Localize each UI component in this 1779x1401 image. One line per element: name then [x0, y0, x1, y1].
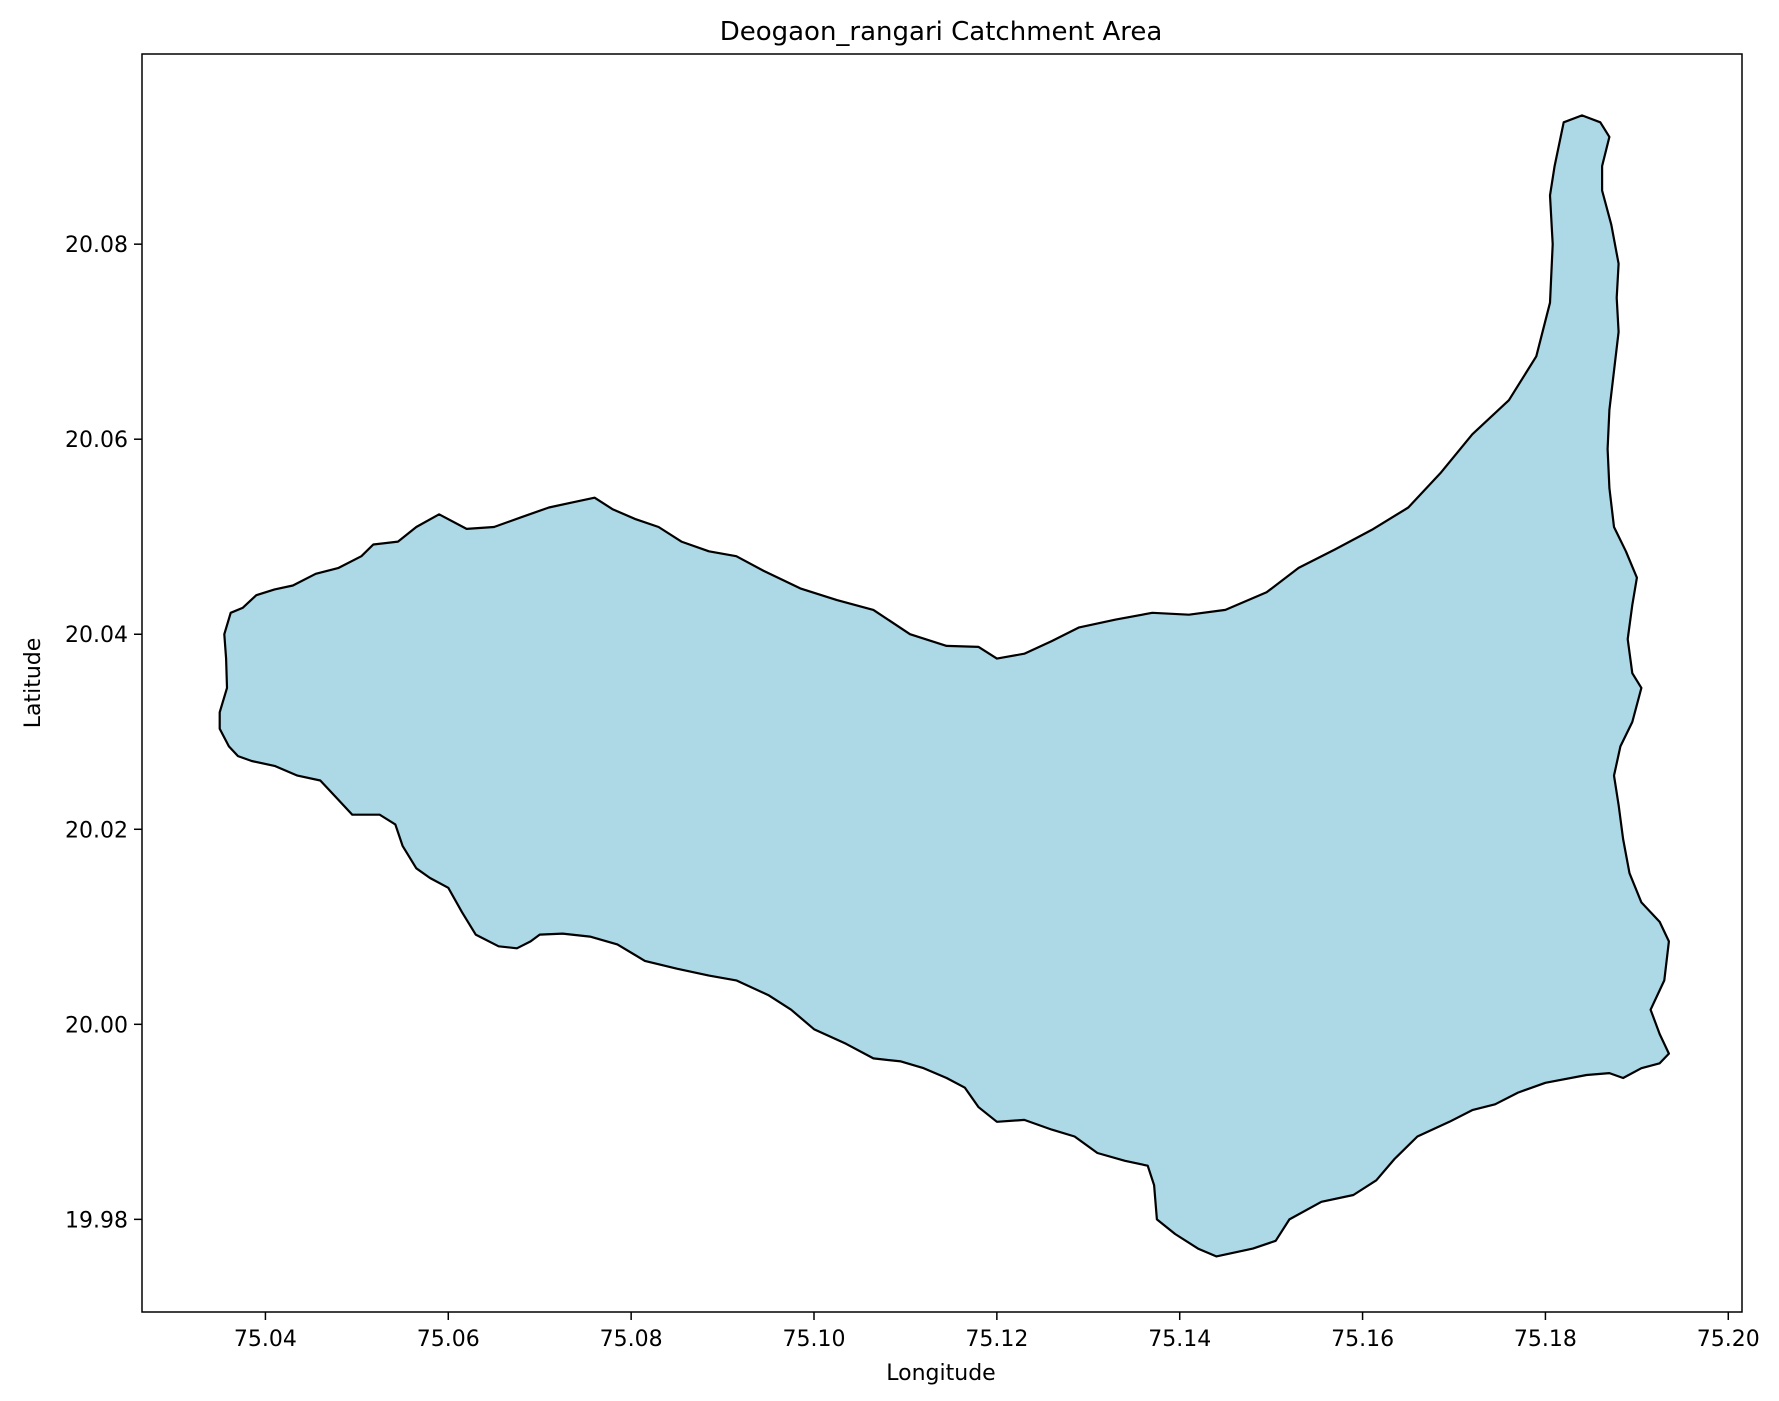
- x-tick-label: 75.04: [234, 1327, 297, 1352]
- x-tick-label: 75.06: [417, 1327, 480, 1352]
- x-tick-label: 75.18: [1514, 1327, 1577, 1352]
- x-axis-ticks: 75.04 75.06 75.08 75.10 75.12 75.14 75.16 75.18…: [234, 1312, 1760, 1352]
- x-tick-label: 75.10: [783, 1327, 846, 1352]
- x-tick-label: 75.14: [1148, 1327, 1211, 1352]
- y-tick-label: 19.98: [65, 1208, 128, 1233]
- plot-area: [141, 53, 1743, 1313]
- y-axis-ticks: 19.98 20.00 20.02 20.04 20.06 20.08: [65, 233, 142, 1233]
- y-tick-label: 20.06: [65, 428, 128, 453]
- y-tick-label: 20.02: [65, 818, 128, 843]
- y-tick-label: 20.04: [65, 623, 128, 648]
- x-tick-label: 75.20: [1697, 1327, 1760, 1352]
- axes-frame: [141, 53, 1743, 1313]
- x-axis-label: Longitude: [886, 1361, 995, 1386]
- chart-title: Deogaon_rangari Catchment Area: [720, 17, 1163, 47]
- y-axis-label: Latitude: [21, 638, 46, 729]
- x-tick-label: 75.16: [1331, 1327, 1394, 1352]
- x-tick-label: 75.08: [600, 1327, 663, 1352]
- x-tick-label: 75.12: [965, 1327, 1028, 1352]
- y-tick-label: 20.00: [65, 1013, 128, 1038]
- catchment-boundary-polygon: [218, 114, 1670, 1258]
- y-tick-label: 20.08: [65, 233, 128, 258]
